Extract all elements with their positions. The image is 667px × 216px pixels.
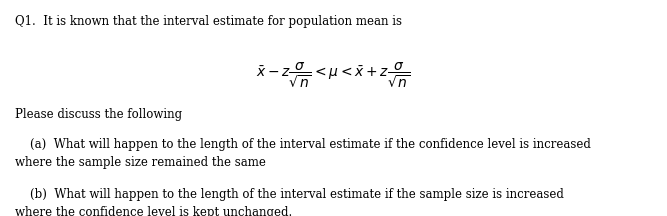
Text: Please discuss the following: Please discuss the following <box>15 108 182 121</box>
Text: (b)  What will happen to the length of the interval estimate if the sample size : (b) What will happen to the length of th… <box>15 188 564 216</box>
Text: $\bar{x} - z\dfrac{\sigma}{\sqrt{n}} < \mu < \bar{x} + z\dfrac{\sigma}{\sqrt{n}}: $\bar{x} - z\dfrac{\sigma}{\sqrt{n}} < \… <box>256 60 411 90</box>
Text: Q1.  It is known that the interval estimate for population mean is: Q1. It is known that the interval estima… <box>15 15 402 28</box>
Text: (a)  What will happen to the length of the interval estimate if the confidence l: (a) What will happen to the length of th… <box>15 138 590 169</box>
